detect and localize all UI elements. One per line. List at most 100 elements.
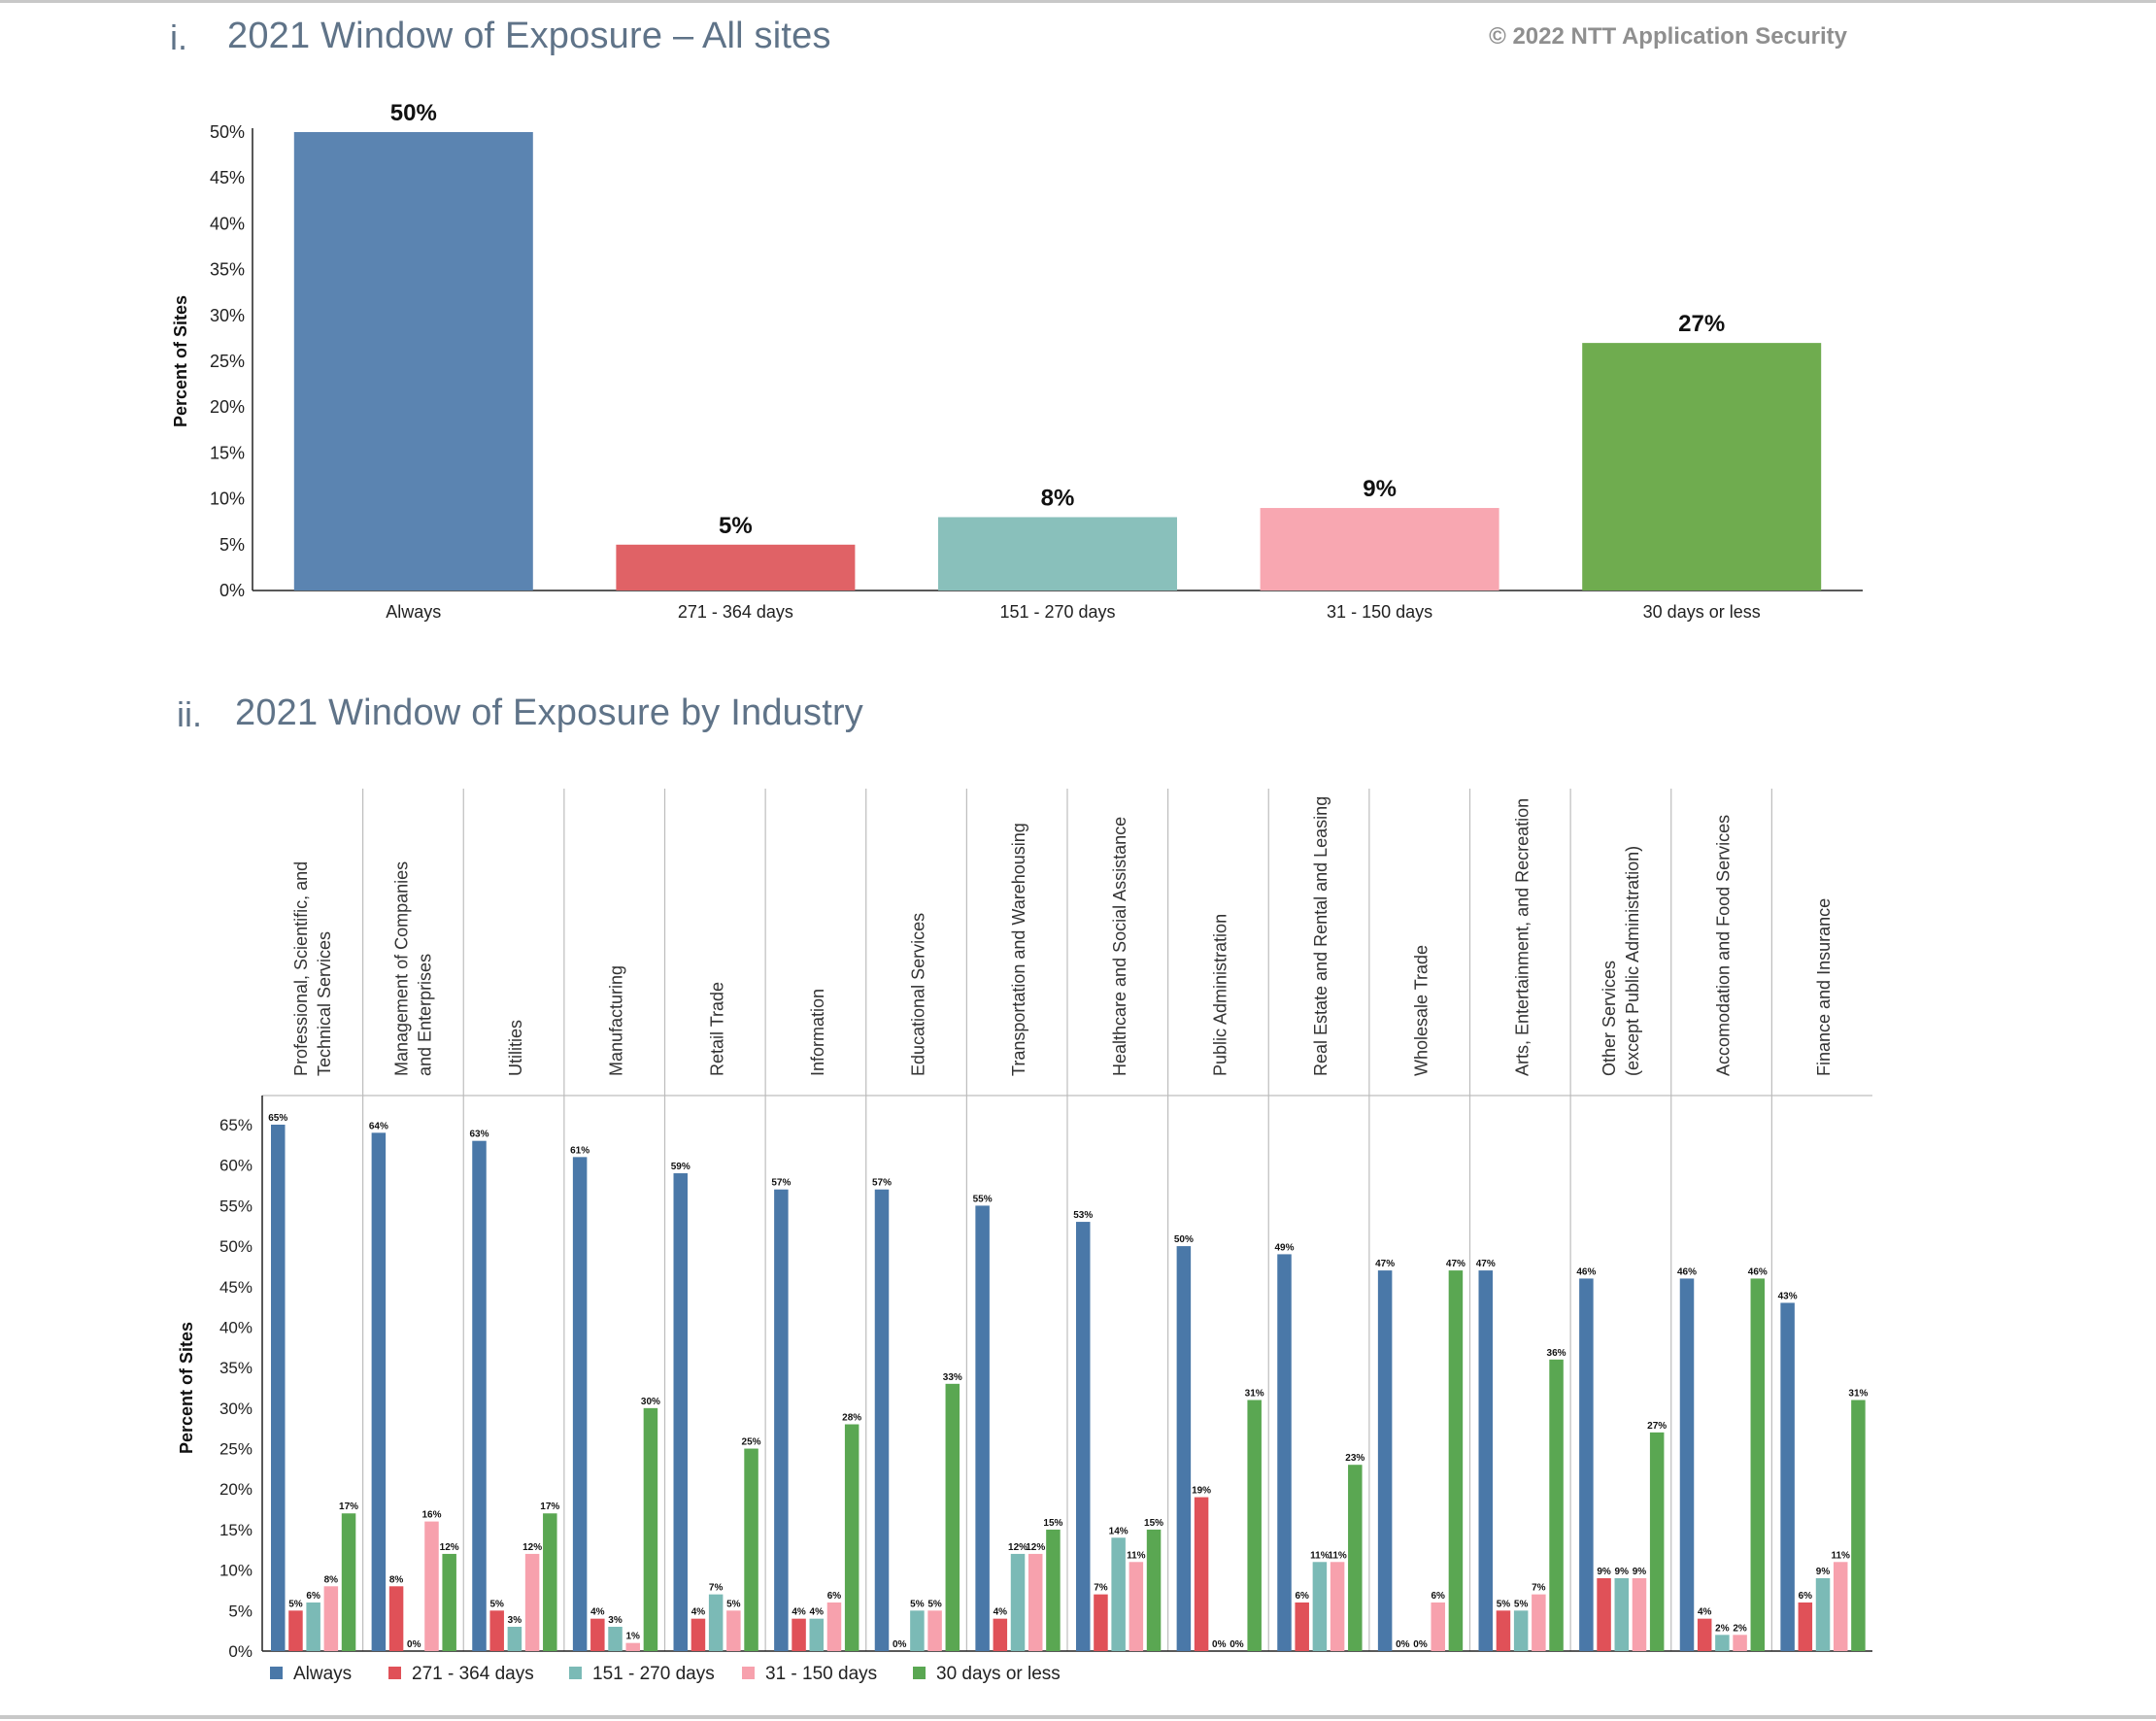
chart2-industry-label: Professional, Scientific, and Technical S… xyxy=(291,861,334,1076)
chart2-industry-label: Retail Trade xyxy=(707,982,726,1076)
chart2-bar xyxy=(507,1626,522,1651)
chart2-data-label: 57% xyxy=(771,1178,791,1189)
chart1-bar xyxy=(1582,343,1822,591)
chart2-data-label: 5% xyxy=(288,1599,303,1609)
chart2-data-label: 12% xyxy=(522,1542,542,1553)
legend-label: 30 days or less xyxy=(936,1664,1061,1684)
chart1-y-tick: 5% xyxy=(219,535,245,555)
chart2-data-label: 2% xyxy=(1733,1623,1747,1634)
chart2-data-label: 4% xyxy=(810,1607,825,1618)
chart2-bar xyxy=(691,1618,706,1651)
chart2-bar xyxy=(1798,1602,1813,1651)
chart2-bar xyxy=(708,1594,724,1651)
chart2-industry-label-line: and Enterprises xyxy=(415,954,434,1076)
chart2-data-label: 0% xyxy=(407,1639,421,1650)
chart2-data-label: 8% xyxy=(324,1574,339,1585)
chart2-y-tick: 5% xyxy=(228,1602,253,1620)
chart2-industry-label: Management of Companies and Enterprises xyxy=(391,861,434,1076)
chart2-data-label: 65% xyxy=(268,1113,287,1124)
chart1-category-label: 151 - 270 days xyxy=(999,602,1115,622)
chart2-data-label: 9% xyxy=(1633,1567,1647,1577)
chart2-industry-label: Public Administration xyxy=(1210,914,1230,1076)
chart2-y-tick: 20% xyxy=(219,1480,253,1499)
chart2-bar xyxy=(1815,1577,1831,1651)
chart2-industry-label-line: Transportation and Warehousing xyxy=(1009,823,1028,1076)
chart2-data-label: 53% xyxy=(1073,1210,1093,1221)
chart2-data-label: 46% xyxy=(1576,1266,1596,1277)
chart2-data-label: 7% xyxy=(1094,1583,1108,1594)
chart1-category-label: Always xyxy=(386,602,441,622)
chart2-bar xyxy=(625,1642,640,1651)
legend-swatch xyxy=(913,1667,926,1679)
chart2-bar xyxy=(1614,1577,1630,1651)
chart2-industry-label-line: Real Estate and Rental and Leasing xyxy=(1311,796,1331,1076)
chart2-bar xyxy=(590,1618,605,1651)
legend-swatch xyxy=(569,1667,582,1679)
chart2-bar xyxy=(472,1140,487,1651)
legend-label: 31 - 150 days xyxy=(765,1664,877,1684)
chart2-industry-label: Real Estate and Rental and Leasing xyxy=(1311,796,1331,1076)
chart2-data-label: 7% xyxy=(709,1583,724,1594)
bottom-rule xyxy=(0,1715,2156,1719)
chart2-industry-label-line: Public Administration xyxy=(1210,914,1230,1076)
chart2-data-label: 4% xyxy=(590,1607,605,1618)
chart2-data-label: 27% xyxy=(1647,1421,1667,1432)
chart2-y-tick: 25% xyxy=(219,1440,253,1459)
chart2-bar xyxy=(1833,1562,1848,1651)
section2-title: 2021 Window of Exposure by Industry xyxy=(235,692,864,733)
chart1-bar xyxy=(938,517,1177,591)
chart2-bar xyxy=(1679,1278,1695,1651)
chart2-y-axis-label: Percent of Sites xyxy=(177,1322,196,1454)
chart2-data-label: 25% xyxy=(742,1437,761,1448)
chart2-industry-label: Information xyxy=(808,989,827,1076)
chart2-bar xyxy=(643,1407,658,1651)
chart2-y-tick: 10% xyxy=(219,1562,253,1580)
chart2-bar xyxy=(1780,1302,1795,1651)
chart2-bar xyxy=(323,1586,339,1651)
chart2-data-label: 9% xyxy=(1615,1567,1630,1577)
chart2-data-label: 47% xyxy=(1375,1259,1395,1269)
chart2-industry-label: Finance and Insurance xyxy=(1814,898,1834,1076)
chart2-bar xyxy=(993,1618,1008,1651)
exposure-all-sites-chart: 0% 5% 10% 15% 20% 25% 30% 35% 40% 45% 50% Percent o… xyxy=(171,100,1863,622)
chart2-bar xyxy=(288,1610,303,1651)
chart1-y-tick: 30% xyxy=(210,306,245,325)
chart2-data-label: 11% xyxy=(1127,1550,1146,1561)
chart2-data-label: 7% xyxy=(1532,1583,1546,1594)
chart2-y-tick: 65% xyxy=(219,1116,253,1134)
chart2-data-label: 46% xyxy=(1677,1266,1697,1277)
chart1-y-tick: 45% xyxy=(210,168,245,187)
chart2-industry-label: Arts, Entertainment, and Recreation xyxy=(1512,798,1532,1076)
chart2-data-label: 11% xyxy=(1831,1550,1850,1561)
chart1-bar xyxy=(616,544,856,591)
chart2-industry-label-line: Retail Trade xyxy=(707,982,726,1076)
chart2-data-label: 46% xyxy=(1748,1266,1768,1277)
chart2-data-label: 6% xyxy=(1799,1591,1813,1602)
chart2-bar xyxy=(1496,1610,1511,1651)
section1-number: i. xyxy=(170,17,187,57)
chart1-y-tick: 10% xyxy=(210,489,245,509)
legend-label: Always xyxy=(293,1664,352,1684)
chart2-data-label: 12% xyxy=(1026,1542,1045,1553)
chart2-data-label: 28% xyxy=(842,1413,861,1424)
chart2-data-label: 43% xyxy=(1778,1291,1798,1301)
chart2-bar xyxy=(826,1602,842,1651)
chart2-bar xyxy=(809,1618,825,1651)
chart2-y-tick: 45% xyxy=(219,1278,253,1297)
chart2-data-label: 3% xyxy=(508,1615,522,1626)
chart2-y-tick: 30% xyxy=(219,1400,253,1418)
chart2-bar xyxy=(844,1424,859,1651)
chart2-bar xyxy=(744,1448,758,1651)
chart2-bar xyxy=(1146,1529,1162,1651)
chart2-bar xyxy=(1697,1618,1712,1651)
legend-label: 151 - 270 days xyxy=(592,1664,715,1684)
chart2-bar xyxy=(1377,1270,1393,1651)
chart2-bar xyxy=(572,1157,588,1651)
chart2-bar xyxy=(1348,1465,1363,1651)
chart2-bar xyxy=(341,1513,356,1651)
copyright: © 2022 NTT Application Security xyxy=(1489,23,1847,50)
chart2-data-label: 9% xyxy=(1597,1567,1611,1577)
chart2-bar xyxy=(489,1610,504,1651)
chart2-data-label: 17% xyxy=(540,1502,559,1512)
chart2-bar xyxy=(1733,1635,1747,1651)
